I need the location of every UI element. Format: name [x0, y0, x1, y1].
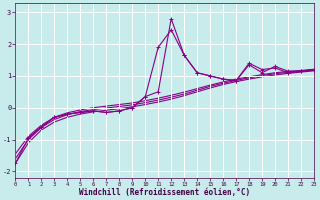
- X-axis label: Windchill (Refroidissement éolien,°C): Windchill (Refroidissement éolien,°C): [79, 188, 250, 197]
